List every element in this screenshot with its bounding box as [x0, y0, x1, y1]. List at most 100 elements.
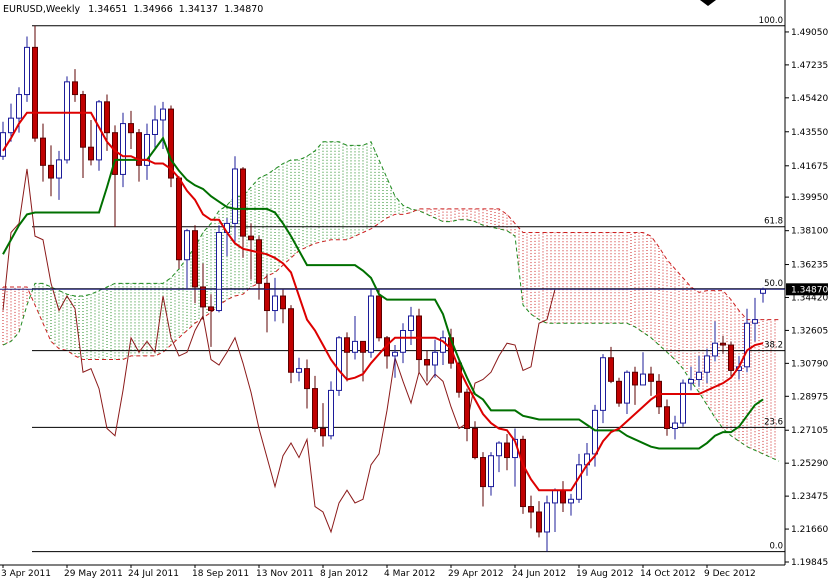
- cloud-hatch: [178, 263, 184, 338]
- candle-body: [592, 409, 598, 455]
- cloud-hatch: [98, 288, 104, 360]
- candle-body: [456, 362, 462, 393]
- candle-body: [392, 351, 398, 357]
- candle-body: [424, 359, 430, 366]
- y-tick-label: 1.25290: [791, 459, 828, 469]
- senkou-b-line: [3, 208, 779, 361]
- candle-body: [376, 295, 382, 339]
- cloud-hatch: [506, 214, 512, 234]
- x-tick-label: 13 Nov 2011: [256, 569, 314, 579]
- candle-body: [360, 340, 366, 353]
- candle-body: [280, 295, 286, 310]
- candle-body: [616, 380, 622, 404]
- cloud-hatch: [314, 146, 320, 244]
- cloud-hatch: [338, 141, 344, 240]
- candle-body: [208, 306, 214, 312]
- candle-body: [232, 168, 238, 224]
- candle-body: [696, 371, 702, 381]
- y-tick-label: 1.45420: [791, 94, 828, 104]
- senkou-a-line: [2, 141, 780, 462]
- cloud-hatch: [602, 232, 608, 324]
- candle-body: [144, 133, 150, 166]
- cloud-hatch: [418, 208, 424, 213]
- cloud-hatch: [434, 208, 440, 220]
- cloud-hatch: [522, 232, 528, 310]
- y-tick-label: 1.34420: [791, 293, 828, 303]
- cloud-hatch: [450, 208, 456, 222]
- candle-body: [64, 81, 70, 161]
- cloud-hatch: [666, 259, 672, 356]
- x-tick-label: 29 May 2011: [64, 569, 123, 579]
- fib-level-label: 100.0: [759, 16, 783, 26]
- candle-body: [352, 340, 358, 353]
- candle-body: [368, 295, 374, 353]
- cloud-hatch: [162, 280, 168, 353]
- cloud-hatch: [90, 292, 96, 360]
- cloud-hatch: [2, 286, 8, 346]
- cloud-hatch: [586, 232, 592, 324]
- y-tick-label: 1.47235: [791, 61, 828, 71]
- cloud-hatch: [530, 232, 536, 317]
- cloud-hatch: [386, 178, 392, 218]
- candle-body: [256, 239, 262, 284]
- cloud-hatch: [466, 208, 472, 221]
- cloud-hatch: [546, 232, 552, 324]
- candle-body: [712, 342, 718, 357]
- cloud-hatch: [26, 286, 32, 306]
- candle-body: [48, 164, 54, 179]
- cloud-hatch: [10, 286, 16, 342]
- cloud-hatch: [394, 196, 400, 215]
- cloud-hatch: [354, 145, 360, 237]
- candle-body: [720, 342, 726, 346]
- candle-body: [288, 308, 294, 373]
- y-tick-label: 1.38100: [791, 227, 828, 237]
- x-tick-label: 24 Jun 2012: [512, 569, 566, 579]
- cloud-hatch: [458, 208, 464, 220]
- header-high: 1.34966: [133, 4, 172, 15]
- candle-body: [336, 337, 342, 391]
- cloud-hatch: [538, 232, 544, 322]
- cloud-hatch: [330, 141, 336, 240]
- cloud-hatch: [242, 191, 248, 295]
- candle-body: [320, 428, 326, 437]
- y-tick-label: 1.23475: [791, 492, 828, 502]
- cloud-hatch: [282, 161, 288, 266]
- cloud-hatch: [514, 223, 520, 271]
- candle-body: [80, 94, 86, 148]
- candle-body: [264, 282, 270, 312]
- x-tick-label: 8 Jan 2012: [320, 569, 368, 579]
- cloud-hatch: [346, 145, 352, 240]
- tenkan-sen-line: [2, 111, 764, 492]
- y-tick-label: 1.43550: [791, 128, 828, 138]
- cloud-hatch: [210, 217, 216, 313]
- cloud-hatch: [618, 232, 624, 324]
- header: EURUSD,Weekly 1.34651 1.34966 1.34137 1.3487…: [3, 4, 263, 15]
- candle-body: [472, 428, 478, 459]
- cloud-hatch: [578, 232, 584, 324]
- candle-body: [528, 506, 534, 513]
- candle-body: [520, 438, 526, 508]
- candle-body: [0, 132, 6, 157]
- cloud-hatch: [34, 283, 40, 315]
- cloud-hatch: [474, 208, 480, 224]
- candle-body: [680, 382, 686, 424]
- candle-body: [152, 119, 158, 135]
- cloud-hatch: [154, 283, 160, 356]
- y-tick-label: 1.19845: [791, 558, 828, 568]
- cloud-hatch: [114, 283, 120, 360]
- candle-body: [136, 132, 142, 166]
- candle-body: [752, 319, 758, 324]
- x-tick-label: 4 Mar 2012: [384, 569, 435, 579]
- candle-body: [240, 168, 246, 237]
- candle-body: [192, 230, 198, 288]
- y-tick-label: 1.39950: [791, 193, 828, 203]
- candle-body: [32, 46, 38, 139]
- candle-body: [168, 108, 174, 179]
- chikou-span-line: [2, 168, 556, 534]
- candle-body: [408, 315, 414, 332]
- candle-body: [552, 489, 558, 504]
- candle-body: [568, 498, 574, 504]
- cloud-hatch: [106, 285, 112, 360]
